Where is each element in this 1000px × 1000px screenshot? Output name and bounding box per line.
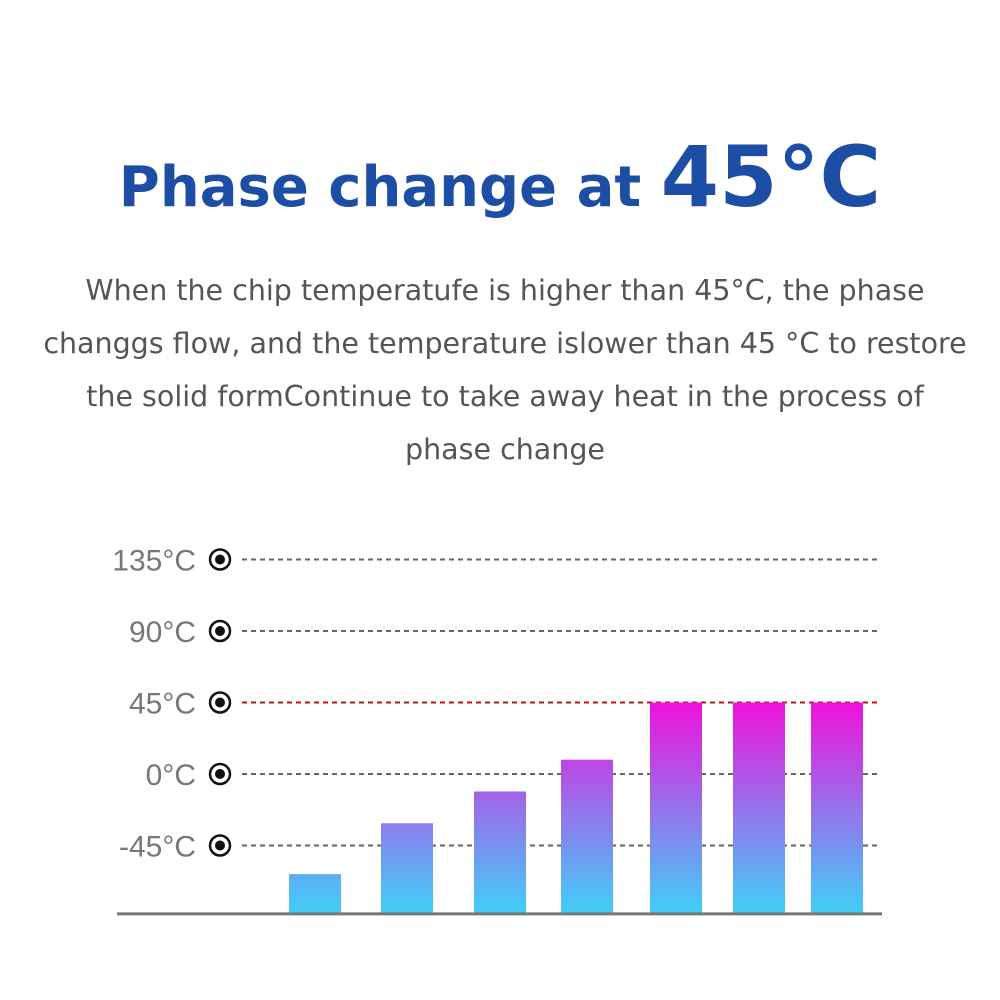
description: When the chip temperatufe is higher than… bbox=[43, 274, 967, 466]
tick-marker-dot bbox=[215, 697, 225, 708]
tick-marker-dot bbox=[215, 554, 225, 565]
tick-marker-dot bbox=[215, 840, 225, 851]
tick-marker-dot bbox=[215, 769, 225, 779]
y-tick-label: 0°C bbox=[146, 759, 196, 792]
bar bbox=[289, 874, 341, 914]
y-tick-label: -45°C bbox=[119, 831, 196, 864]
bar bbox=[650, 702, 702, 914]
tick-marker-dot bbox=[215, 626, 225, 636]
y-tick-label: 45°C bbox=[129, 688, 196, 721]
title-emphasis: 45°C bbox=[660, 128, 882, 226]
y-tick-label: 90°C bbox=[129, 616, 196, 649]
title-prefix: Phase change at bbox=[118, 155, 661, 220]
bar bbox=[733, 702, 785, 914]
y-tick-label: 135°C bbox=[112, 545, 196, 578]
bar bbox=[561, 759, 613, 914]
bar bbox=[381, 823, 433, 914]
bar bbox=[811, 702, 863, 914]
bar bbox=[474, 791, 526, 914]
page-title: Phase change at 45°C bbox=[0, 128, 1000, 226]
